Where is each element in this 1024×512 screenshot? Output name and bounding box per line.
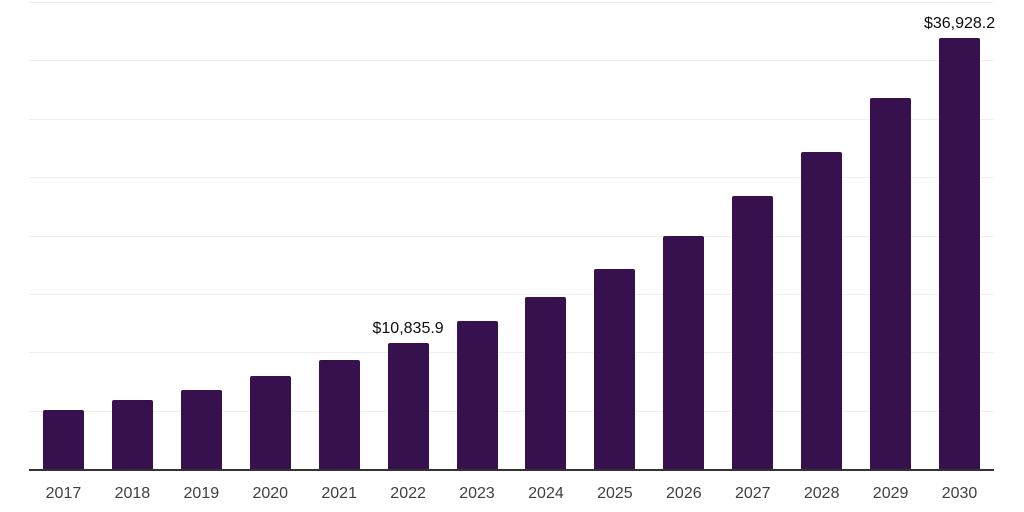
x-tick-2029: 2029: [872, 485, 909, 502]
bar-2022: [387, 342, 429, 469]
x-axis-labels: 2017 2018 2019 2020 2021 2022 2023 2024 2025 2026…: [29, 484, 994, 506]
x-tick-2025: 2025: [597, 485, 633, 502]
x-axis-line: [29, 469, 994, 471]
bar-2019: [180, 389, 222, 469]
bar-2026: [663, 235, 705, 469]
plot-area: $10,835.9 $36,928.2: [29, 2, 996, 469]
bar-2030: [939, 37, 981, 469]
gridline-30000: [29, 118, 994, 120]
bar-2025: [594, 268, 636, 469]
bar-2028: [801, 151, 843, 469]
gridline-40000: [29, 2, 994, 3]
x-tick-2028: 2028: [803, 485, 840, 502]
x-tick-2020: 2020: [252, 485, 289, 502]
x-tick-2019: 2019: [183, 485, 220, 502]
x-tick-2030: 2030: [941, 485, 978, 502]
bar-2020: [249, 376, 291, 469]
bar-2029: [870, 97, 912, 469]
gridline-5000: [29, 410, 994, 412]
x-tick-2026: 2026: [666, 485, 702, 502]
gridline-10000: [29, 352, 994, 354]
bar-2024: [525, 297, 567, 469]
x-tick-2018: 2018: [114, 485, 151, 502]
gridline-15000: [29, 293, 994, 295]
x-tick-2022: 2022: [390, 485, 426, 502]
x-tick-2023: 2023: [459, 485, 495, 502]
bar-2018: [111, 400, 153, 469]
data-label-2022: $10,835.9: [372, 319, 444, 337]
x-tick-2017: 2017: [45, 485, 82, 502]
x-tick-2024: 2024: [528, 485, 564, 502]
x-tick-2021: 2021: [321, 485, 357, 502]
x-tick-2027: 2027: [734, 485, 771, 502]
data-label-2030: $36,928.2: [923, 15, 996, 33]
bar-2023: [456, 321, 498, 469]
gridline-25000: [29, 177, 994, 179]
gridline-20000: [29, 235, 994, 237]
bar-2017: [42, 410, 84, 469]
gridline-35000: [29, 60, 994, 62]
bar-2027: [732, 196, 774, 469]
bar-2021: [318, 360, 360, 469]
